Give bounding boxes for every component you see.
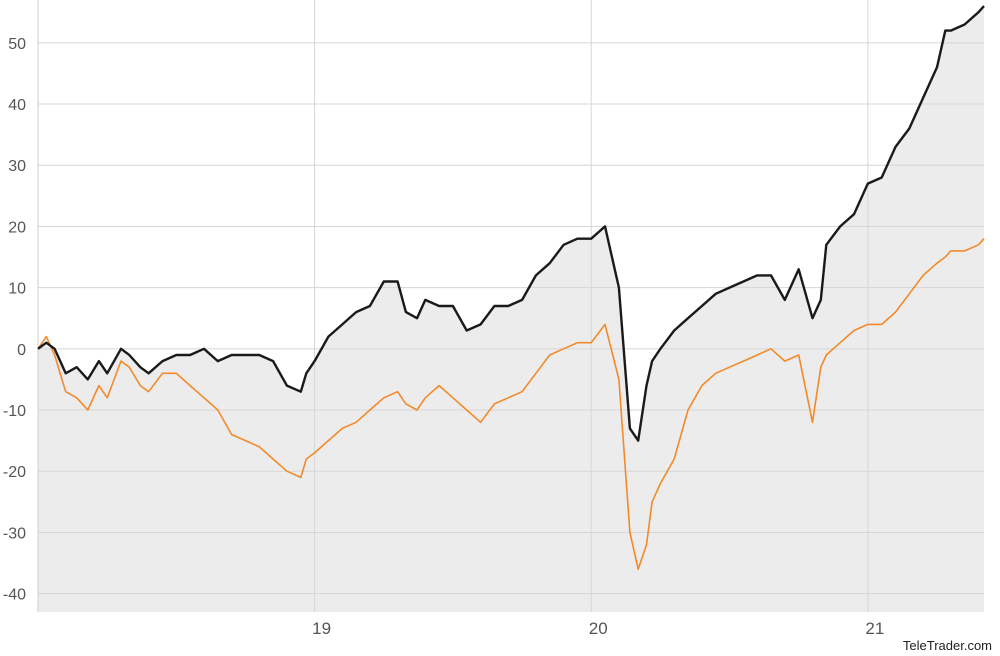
grid-layer [37,0,984,612]
series-layer [37,5,985,571]
axis-layer: 50 40 30 20 10 0 -10 -20 -30 -40 19 20 21 [3,36,884,638]
y-tick-label: 30 [8,158,26,175]
credit-label: TeleTrader.com [902,638,992,653]
x-tick-label: 20 [589,619,608,638]
y-tick-label: 10 [8,281,26,298]
y-tick-label: -20 [3,464,26,481]
y-tick-label: -40 [3,587,26,604]
y-tick-label: 40 [8,97,26,114]
y-tick-label: 0 [17,342,26,359]
y-tick-label: -10 [3,403,26,420]
x-tick-label: 21 [865,619,884,638]
y-tick-label: 50 [8,36,26,53]
x-tick-label: 19 [312,619,331,638]
series-line-primary [37,5,985,442]
y-tick-label: -30 [3,525,26,542]
y-tick-label: 20 [8,219,26,236]
series-line-secondary [37,238,985,571]
